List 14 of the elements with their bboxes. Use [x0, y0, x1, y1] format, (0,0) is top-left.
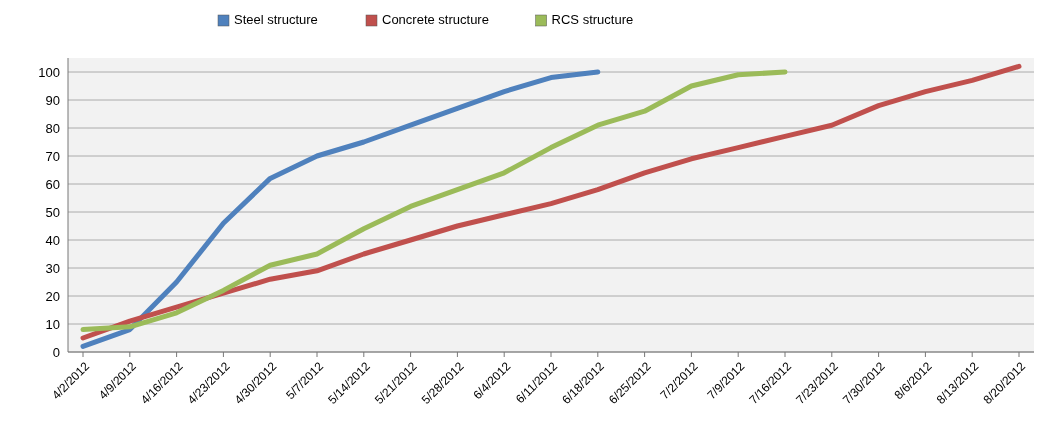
y-tick-label: 20 [45, 288, 60, 304]
y-tick-label: 100 [38, 64, 60, 80]
y-tick-label: 90 [45, 92, 60, 108]
y-tick-label: 70 [45, 148, 60, 164]
y-tick-label: 60 [45, 176, 60, 192]
legend-label: Steel structure [234, 12, 318, 27]
y-tick-label: 40 [45, 232, 60, 248]
y-tick-label: 80 [45, 120, 60, 136]
y-tick-label: 50 [45, 204, 60, 220]
y-tick-label: 0 [52, 344, 60, 360]
y-tick-label: 10 [45, 316, 60, 332]
legend-label: RCS structure [551, 12, 634, 27]
legend-label: Concrete structure [382, 12, 489, 27]
y-tick-label: 30 [45, 260, 60, 276]
